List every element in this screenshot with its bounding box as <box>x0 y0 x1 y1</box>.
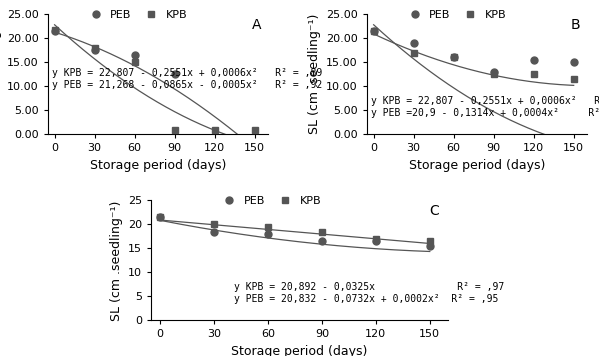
Text: y KPB = 20,892 - 0,0325x              R² = ,97: y KPB = 20,892 - 0,0325x R² = ,97 <box>234 282 504 292</box>
Text: A: A <box>252 18 261 32</box>
X-axis label: Storage period (days): Storage period (days) <box>90 159 226 172</box>
Legend: PEB, KPB: PEB, KPB <box>80 5 192 24</box>
Y-axis label: SL (cm .seedling⁻¹): SL (cm .seedling⁻¹) <box>0 14 2 135</box>
Y-axis label: SL (cm .seedling⁻¹): SL (cm .seedling⁻¹) <box>110 200 123 320</box>
X-axis label: Storage period (days): Storage period (days) <box>409 159 545 172</box>
X-axis label: Storage period (days): Storage period (days) <box>231 345 368 356</box>
Text: y PEB = 21,268 - 0,0865x - 0,0005x²   R² = ,92: y PEB = 21,268 - 0,0865x - 0,0005x² R² =… <box>52 80 323 90</box>
Y-axis label: SL (cm .seedling⁻¹): SL (cm .seedling⁻¹) <box>308 14 320 135</box>
Text: y KPB = 22,807 - 0,2551x + 0,0006x²   R² = ,89: y KPB = 22,807 - 0,2551x + 0,0006x² R² =… <box>52 68 323 78</box>
Legend: PEB, KPB: PEB, KPB <box>214 192 326 210</box>
Text: y PEB =20,9 - 0,1314x + 0,0004x²     R² = ,97: y PEB =20,9 - 0,1314x + 0,0004x² R² = ,9… <box>371 108 599 118</box>
Text: C: C <box>429 204 439 218</box>
Text: y KPB = 22,807 - 0,2551x + 0,0006x²   R² = ,97: y KPB = 22,807 - 0,2551x + 0,0006x² R² =… <box>371 96 599 106</box>
Legend: PEB, KPB: PEB, KPB <box>399 5 511 24</box>
Text: B: B <box>571 18 580 32</box>
Text: y PEB = 20,832 - 0,0732x + 0,0002x²  R² = ,95: y PEB = 20,832 - 0,0732x + 0,0002x² R² =… <box>234 294 498 304</box>
